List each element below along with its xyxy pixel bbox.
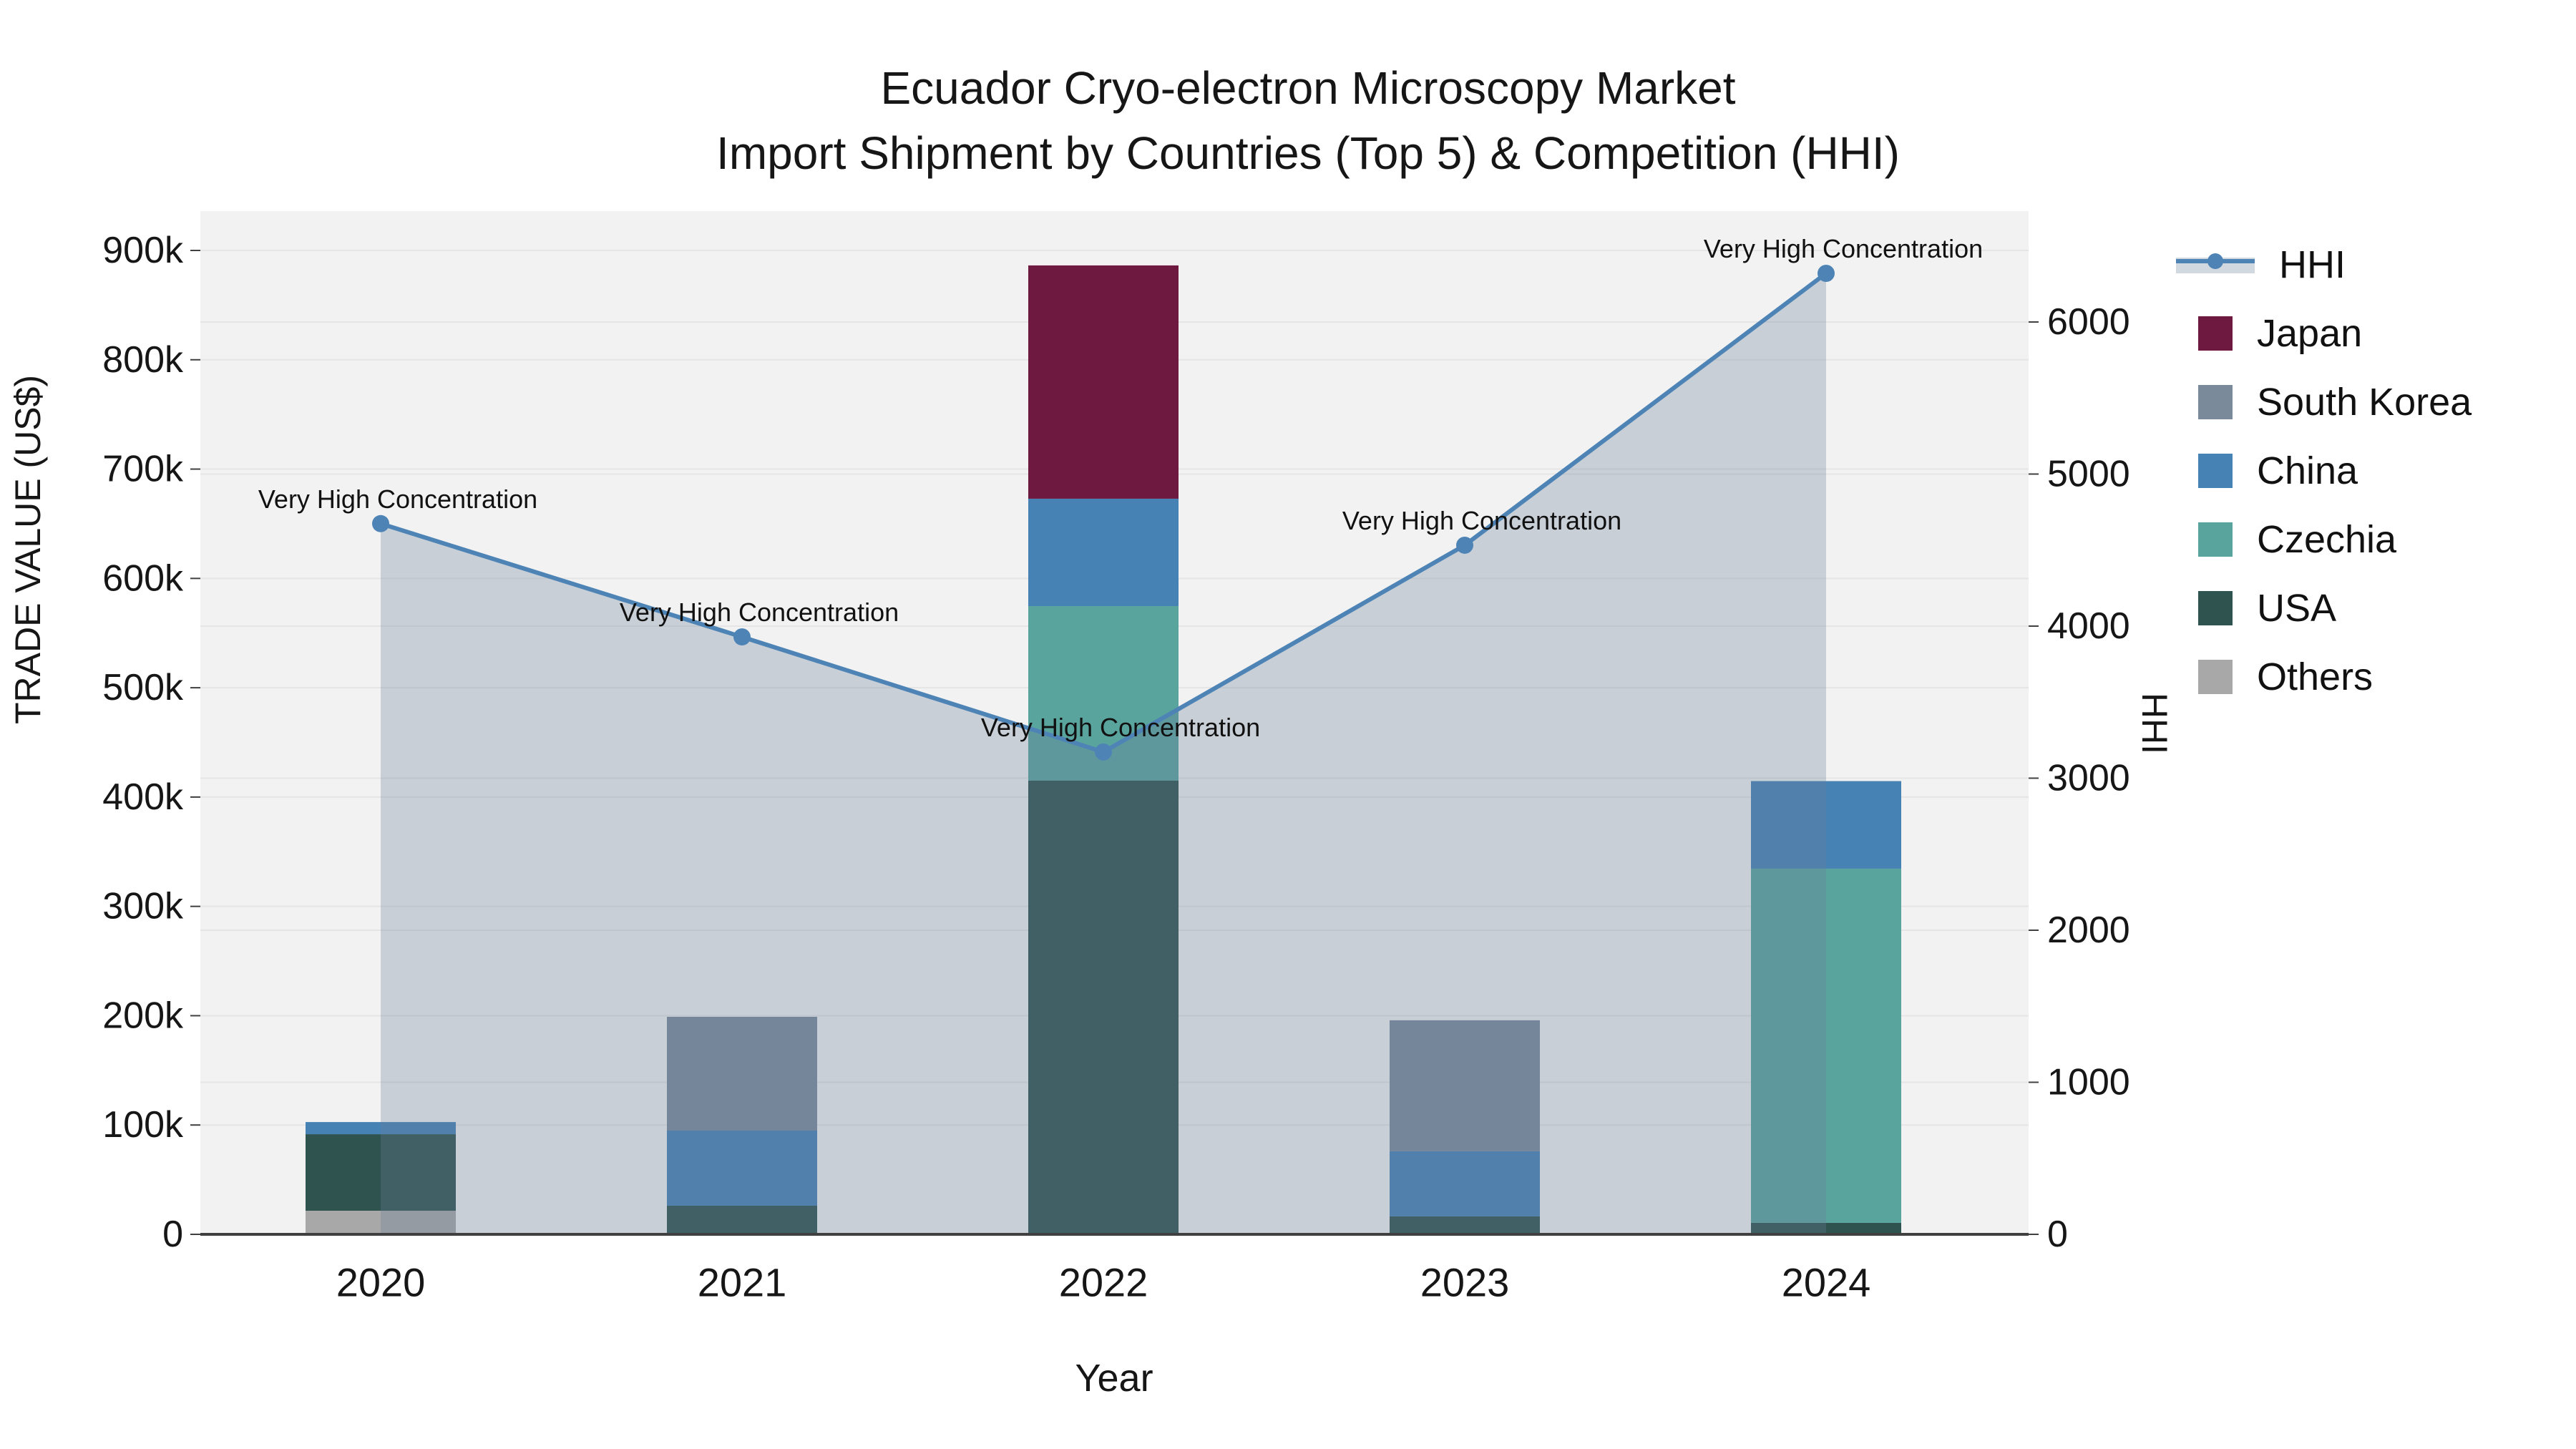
- bar-segment-south-korea-2021[interactable]: [667, 1016, 817, 1131]
- bar-segment-usa-2023[interactable]: [1390, 1216, 1540, 1234]
- x-axis-title: Year: [1075, 1357, 1153, 1400]
- legend-label: USA: [2257, 587, 2337, 630]
- legend-item-hhi[interactable]: HHI: [2176, 230, 2472, 299]
- legend-item-china[interactable]: China: [2198, 436, 2472, 505]
- bar-segment-japan-2022[interactable]: [1028, 265, 1179, 499]
- left-tick-label: 900k: [102, 230, 184, 271]
- bar-segment-china-2024[interactable]: [1751, 781, 1901, 869]
- left-tick-label: 300k: [102, 886, 184, 927]
- hhi-marker-2022[interactable]: [1095, 743, 1112, 761]
- bar-segment-usa-2020[interactable]: [306, 1134, 456, 1211]
- annotation-2020: Very High Concentration: [258, 484, 537, 514]
- y-axis-title-right: HHI: [2135, 693, 2175, 755]
- right-tick-label: 6000: [2047, 301, 2130, 343]
- bar-segment-china-2021[interactable]: [667, 1131, 817, 1206]
- left-tick-label: 600k: [102, 557, 184, 599]
- legend-label: Czechia: [2257, 518, 2397, 561]
- left-tick-label: 700k: [102, 449, 184, 490]
- bar-segment-others-2020[interactable]: [306, 1211, 456, 1234]
- right-tick-label: 0: [2047, 1214, 2068, 1255]
- hhi-marker-2021[interactable]: [733, 628, 751, 646]
- legend-swatch-china: [2198, 454, 2233, 488]
- annotation-2024: Very High Concentration: [1704, 234, 1983, 263]
- right-tick-label: 1000: [2047, 1062, 2130, 1103]
- left-tick-label: 500k: [102, 667, 184, 708]
- annotation-2023: Very High Concentration: [1342, 506, 1621, 535]
- bar-segment-czechia-2024[interactable]: [1751, 868, 1901, 1223]
- legend-swatch-usa: [2198, 591, 2233, 625]
- chart-title-line1: Ecuador Cryo-electron Microscopy Market: [880, 62, 1736, 114]
- legend-swatch-czechia: [2198, 522, 2233, 557]
- legend-swatch-south-korea: [2198, 385, 2233, 419]
- bar-segment-china-2023[interactable]: [1390, 1151, 1540, 1216]
- hhi-marker-2023[interactable]: [1456, 536, 1473, 554]
- legend-label: South Korea: [2257, 381, 2472, 424]
- left-tick-label: 400k: [102, 776, 184, 818]
- bar-segment-china-2020[interactable]: [306, 1122, 456, 1135]
- legend-label: HHI: [2279, 243, 2346, 286]
- legend: HHI Japan South Korea China Czechia USA Others: [2176, 230, 2472, 711]
- legend-swatch-others: [2198, 660, 2233, 694]
- hhi-marker-2024[interactable]: [1818, 265, 1835, 282]
- legend-item-usa[interactable]: USA: [2198, 574, 2472, 643]
- right-tick-label: 4000: [2047, 605, 2130, 647]
- x-tick-label-2024: 2024: [1782, 1260, 1871, 1305]
- x-tick-label-2023: 2023: [1420, 1260, 1510, 1305]
- right-tick-label: 3000: [2047, 758, 2130, 799]
- legend-item-czechia[interactable]: Czechia: [2198, 505, 2472, 574]
- legend-label: China: [2257, 449, 2358, 492]
- legend-label: Japan: [2257, 312, 2363, 355]
- left-tick-label: 800k: [102, 339, 184, 381]
- annotation-2022: Very High Concentration: [981, 713, 1260, 742]
- bar-segment-south-korea-2023[interactable]: [1390, 1020, 1540, 1151]
- left-tick-label: 100k: [102, 1104, 184, 1146]
- annotation-2021: Very High Concentration: [620, 597, 899, 627]
- x-tick-label-2022: 2022: [1059, 1260, 1148, 1305]
- left-tick-label: 0: [162, 1214, 183, 1255]
- chart-title-line2: Import Shipment by Countries (Top 5) & C…: [716, 127, 1900, 179]
- bar-segment-china-2022[interactable]: [1028, 498, 1179, 606]
- bar-segment-usa-2024[interactable]: [1751, 1222, 1901, 1234]
- legend-item-south-korea[interactable]: South Korea: [2198, 368, 2472, 436]
- right-tick-label: 5000: [2047, 454, 2130, 495]
- hhi-legend-symbol: [2176, 253, 2255, 273]
- legend-swatch-japan: [2198, 316, 2233, 351]
- hhi-marker-2020[interactable]: [372, 514, 389, 532]
- legend-item-others[interactable]: Others: [2198, 643, 2472, 711]
- bar-segment-usa-2021[interactable]: [667, 1205, 817, 1234]
- y-axis-title-left: TRADE VALUE (US$): [8, 374, 48, 724]
- x-tick-label-2020: 2020: [336, 1260, 426, 1305]
- chart-title: Ecuador Cryo-electron Microscopy Market …: [716, 56, 1900, 186]
- x-tick-label-2021: 2021: [698, 1260, 787, 1305]
- right-tick-label: 2000: [2047, 909, 2130, 951]
- bar-segment-usa-2022[interactable]: [1028, 780, 1179, 1234]
- legend-item-japan[interactable]: Japan: [2198, 299, 2472, 368]
- legend-label: Others: [2257, 655, 2373, 698]
- left-tick-label: 200k: [102, 995, 184, 1036]
